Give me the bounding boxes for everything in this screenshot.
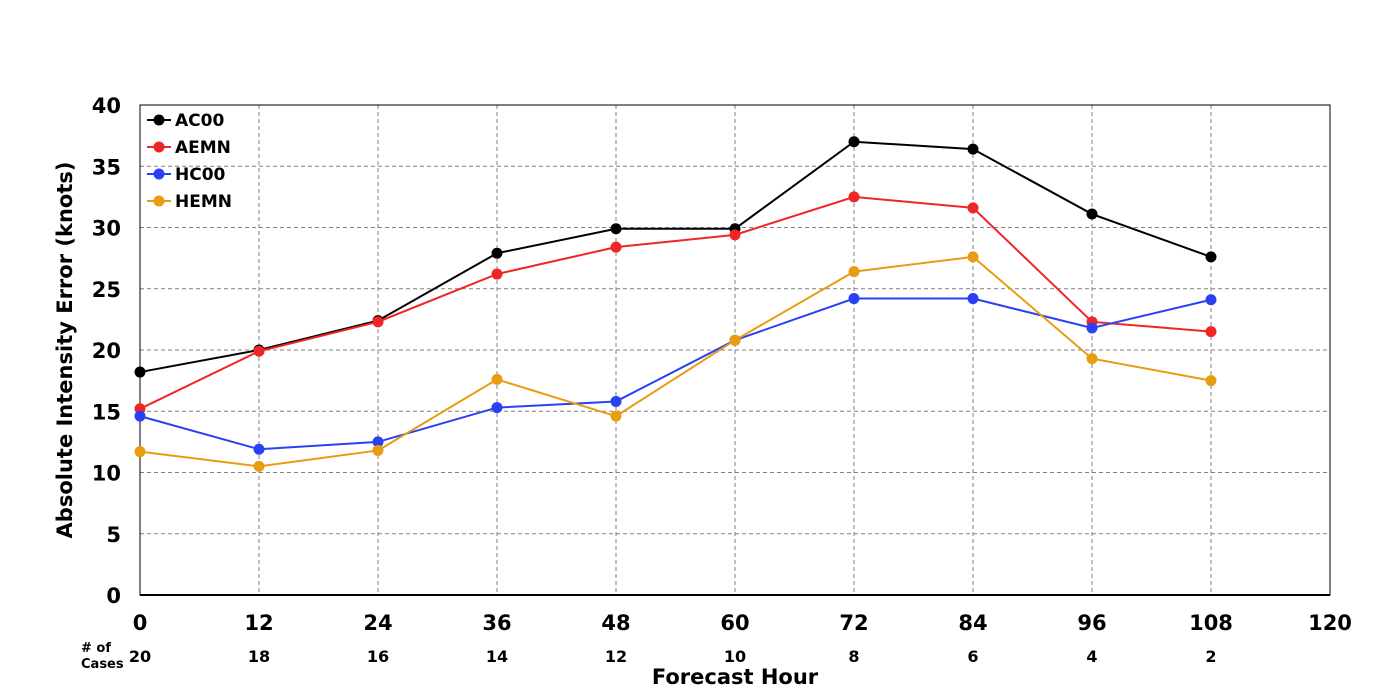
data-point (1205, 294, 1217, 306)
legend-item-ac00: AC00 (147, 111, 224, 131)
series-lines (134, 136, 1217, 472)
y-tick-label: 30 (92, 217, 121, 241)
series-line (139, 255, 1212, 468)
y-tick-label: 5 (106, 523, 121, 547)
data-point (253, 345, 265, 357)
y-tick-label: 15 (92, 400, 121, 424)
legend-marker (153, 168, 165, 180)
data-point (491, 268, 503, 280)
legend-label: HEMN (175, 192, 232, 212)
series-hemn (134, 251, 1217, 472)
x-tick-label: 24 (363, 611, 392, 635)
data-point (848, 136, 860, 148)
data-point (610, 410, 622, 422)
series-aemn (134, 191, 1217, 415)
y-tick-label: 10 (92, 462, 121, 486)
case-count: 10 (724, 647, 746, 666)
data-point (729, 334, 741, 346)
x-tick-label: 12 (244, 611, 273, 635)
y-axis-ticks: 0 5 10 15 20 25 30 35 40 (92, 94, 121, 608)
x-tick-label: 108 (1189, 611, 1233, 635)
y-tick-label: 40 (92, 94, 121, 118)
y-tick-label: 0 (106, 584, 121, 608)
data-point (372, 436, 384, 448)
case-count: 12 (605, 647, 627, 666)
legend-item-hc00: HC00 (147, 165, 226, 185)
legend-item-aemn: AEMN (147, 138, 231, 158)
data-point (967, 143, 979, 155)
legend-label: AEMN (175, 138, 231, 158)
y-tick-label: 25 (92, 278, 121, 302)
data-point (253, 443, 265, 455)
legend-label: HC00 (175, 165, 226, 185)
data-point (610, 395, 622, 407)
x-axis-label: Forecast Hour (652, 665, 819, 689)
series-line (139, 140, 1212, 374)
data-point (491, 402, 503, 414)
legend-label: AC00 (175, 111, 224, 131)
case-count: 4 (1086, 647, 1097, 666)
case-count: 18 (248, 647, 270, 666)
cases-label-line1: # of (81, 641, 111, 656)
case-count: 20 (129, 647, 151, 666)
data-point (1205, 326, 1217, 338)
x-tick-label: 72 (839, 611, 868, 635)
case-count: 2 (1205, 647, 1216, 666)
cases-label-line2: Cases (81, 657, 124, 672)
legend: AC00 AEMN HC00 HEMN (147, 111, 232, 212)
cases-row: 20 18 16 14 12 10 8 6 4 2 (129, 647, 1217, 666)
data-point (1086, 353, 1098, 365)
x-tick-label: 120 (1308, 611, 1352, 635)
data-point (372, 444, 384, 456)
data-point (610, 223, 622, 235)
data-point (253, 460, 265, 472)
data-point (491, 373, 503, 385)
x-tick-label: 60 (720, 611, 749, 635)
grid-lines (140, 105, 1330, 595)
x-tick-label: 0 (133, 611, 148, 635)
x-tick-label: 48 (601, 611, 630, 635)
data-point (1086, 208, 1098, 220)
case-count: 16 (367, 647, 389, 666)
data-point (729, 229, 741, 241)
legend-item-hemn: HEMN (147, 192, 232, 212)
data-point (372, 316, 384, 328)
legend-marker (153, 114, 165, 126)
y-tick-label: 20 (92, 339, 121, 363)
x-tick-label: 36 (482, 611, 511, 635)
x-tick-label: 96 (1077, 611, 1106, 635)
data-point (610, 241, 622, 253)
y-axis-label: Absolute Intensity Error (knots) (53, 162, 77, 539)
data-point (967, 202, 979, 214)
case-count: 14 (486, 647, 508, 666)
series-line (139, 297, 1212, 451)
case-count: 6 (967, 647, 978, 666)
data-point (134, 410, 146, 422)
legend-marker (153, 195, 165, 207)
data-point (491, 247, 503, 259)
data-point (134, 366, 146, 378)
x-axis-ticks: 0 12 24 36 48 60 72 84 96 108 120 (133, 611, 1352, 635)
legend-marker (153, 141, 165, 153)
data-point (967, 293, 979, 305)
x-tick-label: 84 (958, 611, 987, 635)
data-point (1205, 375, 1217, 387)
data-point (1086, 322, 1098, 334)
series-line (139, 195, 1212, 410)
data-point (134, 446, 146, 458)
series-hc00 (134, 293, 1217, 455)
case-count: 8 (848, 647, 859, 666)
y-tick-label: 35 (92, 155, 121, 179)
data-point (848, 293, 860, 305)
data-point (967, 251, 979, 263)
data-point (848, 266, 860, 278)
data-point (1205, 251, 1217, 263)
data-point (848, 191, 860, 203)
